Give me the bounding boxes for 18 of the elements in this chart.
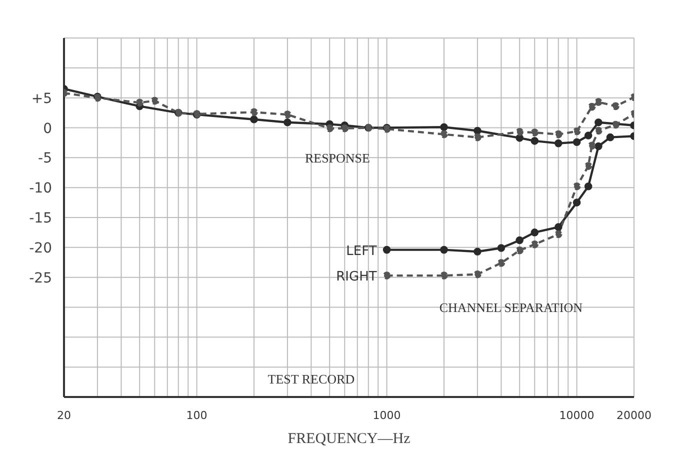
series-label: LEFT: [346, 244, 377, 259]
y-tick-label: -5: [38, 150, 52, 167]
series-label: RIGHT: [336, 270, 377, 285]
y-tick-label: -20: [29, 240, 52, 256]
annotation: CHANNEL SEPARATION: [439, 300, 584, 315]
x-tick-label: 1000: [372, 409, 401, 422]
annotation: TEST RECORD: [268, 372, 355, 387]
y-tick-label: 0: [43, 120, 52, 137]
x-axis-title: FREQUENCY—Hz: [288, 431, 411, 447]
x-tick-label: 100: [186, 409, 208, 422]
x-tick-label: 20: [57, 409, 71, 422]
y-tick-label: +5: [31, 90, 52, 107]
y-tick-label: -25: [29, 270, 52, 286]
annotation: RESPONSE: [304, 150, 370, 166]
y-tick-label: -10: [29, 180, 52, 197]
x-tick-label: 10000: [559, 409, 594, 422]
x-tick-label: 20000: [616, 409, 652, 422]
y-tick-label: -15: [29, 210, 52, 226]
